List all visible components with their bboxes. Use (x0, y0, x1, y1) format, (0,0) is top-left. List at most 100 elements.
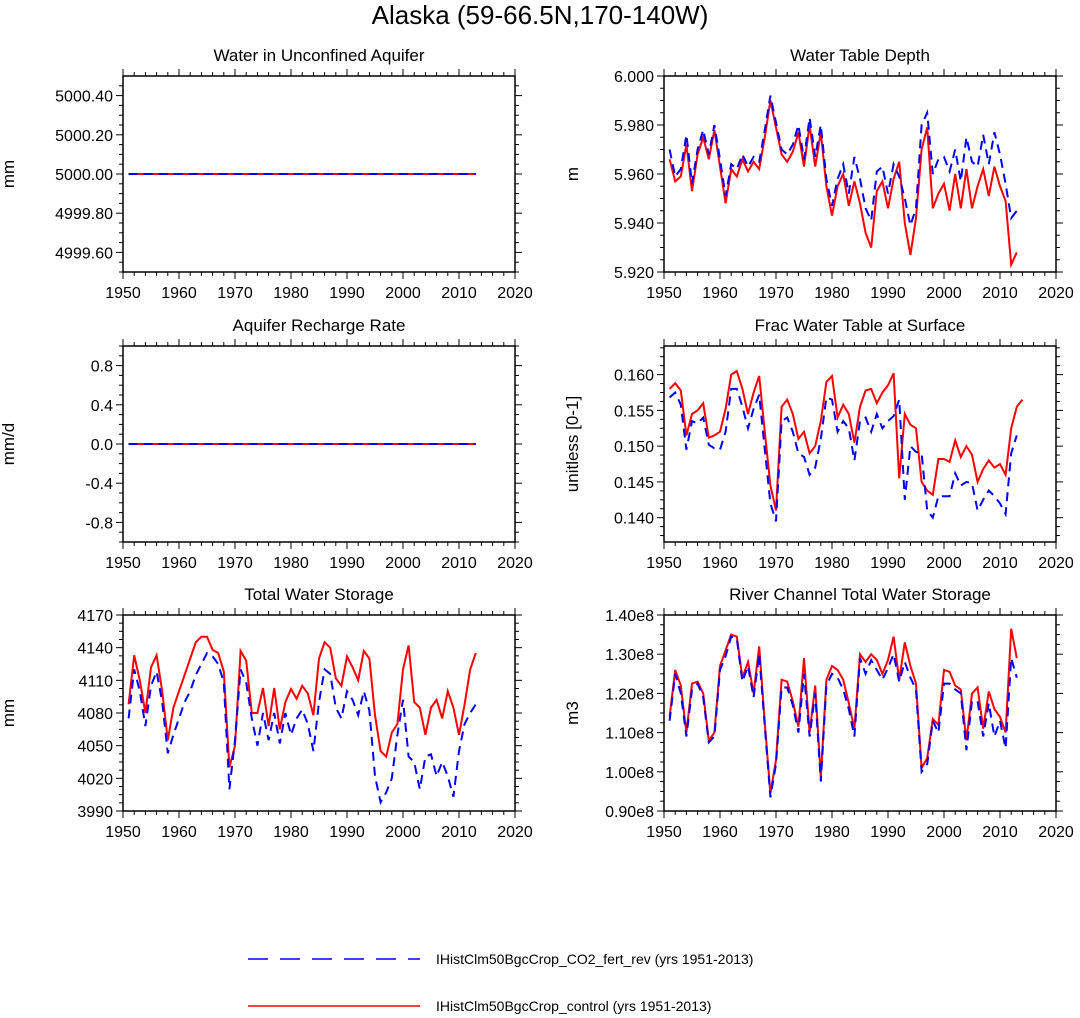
series-line-control-river-storage (668, 628, 1018, 794)
x-tick-label-total-water-storage: 2020 (497, 824, 533, 841)
x-tick-label-water-table-depth: 1970 (758, 285, 794, 302)
x-tick-label-river-storage: 1980 (814, 824, 850, 841)
y-tick-label-recharge-rate: -0.4 (85, 476, 113, 493)
series-line-co2-fert-rev-water-table-depth (668, 95, 1018, 230)
x-tick-label-total-water-storage: 2010 (441, 824, 477, 841)
x-tick-label-frac-water-table: 1980 (814, 555, 850, 572)
x-tick-label-total-water-storage: 2000 (385, 824, 421, 841)
panel-river-storage: River Channel Total Water Storage 1950 196… (563, 585, 1074, 841)
y-tick-label-recharge-rate: 0.0 (91, 437, 113, 454)
x-tick-label-water-table-depth: 1960 (702, 285, 738, 302)
series-line-co2-fert-rev-river-storage (668, 635, 1018, 798)
x-tick-label-water-table-depth: 2000 (926, 285, 962, 302)
y-tick-label-frac-water-table: 0.160 (614, 368, 654, 385)
y-axis-label-frac-water-table: unitless [0-1] (563, 396, 582, 492)
x-tick-label-total-water-storage: 1990 (329, 824, 365, 841)
series-line-co2-fert-rev-total-water-storage (127, 651, 477, 806)
x-tick-label-river-storage: 1970 (758, 824, 794, 841)
y-tick-label-total-water-storage: 3990 (77, 804, 113, 821)
x-tick-label-recharge-rate: 2010 (441, 555, 477, 572)
x-tick-label-water-table-depth: 2020 (1038, 285, 1074, 302)
x-tick-label-water-table-depth: 1950 (646, 285, 682, 302)
x-tick-label-aquifer-water: 2000 (385, 285, 421, 302)
x-tick-label-river-storage: 1950 (646, 824, 682, 841)
x-tick-label-recharge-rate: 2020 (497, 555, 533, 572)
x-tick-label-frac-water-table: 1950 (646, 555, 682, 572)
panel-title-frac-water-table: Frac Water Table at Surface (755, 316, 966, 335)
y-tick-label-aquifer-water: 4999.60 (55, 245, 113, 262)
y-tick-label-recharge-rate: -0.8 (85, 515, 113, 532)
x-tick-label-recharge-rate: 1960 (161, 555, 197, 572)
panel-title-aquifer-water: Water in Unconfined Aquifer (213, 46, 424, 65)
series-line-control-total-water-storage (127, 635, 477, 768)
x-tick-label-frac-water-table: 2010 (982, 555, 1018, 572)
x-tick-label-water-table-depth: 1980 (814, 285, 850, 302)
series-line-co2-fert-rev-frac-water-table (668, 387, 1018, 522)
x-tick-label-frac-water-table: 2020 (1038, 555, 1074, 572)
legend: IHistClm50BgcCrop_CO2_fert_rev (yrs 1951… (248, 951, 753, 1014)
panel-aquifer-water: Water in Unconfined Aquifer 1950 1960 1970 1… (0, 46, 533, 302)
x-tick-label-aquifer-water: 1970 (217, 285, 253, 302)
y-tick-label-aquifer-water: 5000.20 (55, 128, 113, 145)
y-tick-label-river-storage: 1.00e8 (605, 765, 654, 782)
y-tick-label-river-storage: 0.90e8 (605, 804, 654, 821)
panel-total-water-storage: Total Water Storage 1950 1960 1970 1980 1990 2… (0, 585, 533, 841)
x-tick-label-river-storage: 2020 (1038, 824, 1074, 841)
series-line-control-frac-water-table (668, 369, 1024, 511)
x-tick-label-frac-water-table: 2000 (926, 555, 962, 572)
x-tick-label-recharge-rate: 2000 (385, 555, 421, 572)
x-tick-label-river-storage: 2010 (982, 824, 1018, 841)
y-tick-label-total-water-storage: 4020 (77, 771, 113, 788)
y-tick-label-aquifer-water: 4999.80 (55, 206, 113, 223)
panel-title-river-storage: River Channel Total Water Storage (729, 585, 991, 604)
y-tick-label-water-table-depth: 5.960 (614, 167, 654, 184)
y-axis-label-recharge-rate: mm/d (0, 423, 18, 466)
y-tick-label-frac-water-table: 0.155 (614, 403, 654, 420)
x-tick-label-aquifer-water: 1990 (329, 285, 365, 302)
x-tick-label-total-water-storage: 1950 (105, 824, 141, 841)
y-tick-label-river-storage: 1.30e8 (605, 647, 654, 664)
x-tick-label-total-water-storage: 1980 (273, 824, 309, 841)
x-tick-label-aquifer-water: 1980 (273, 285, 309, 302)
legend-label-control: IHistClm50BgcCrop_control (yrs 1951-2013… (436, 998, 711, 1014)
y-tick-label-aquifer-water: 5000.40 (55, 89, 113, 106)
y-tick-label-total-water-storage: 4080 (77, 706, 113, 723)
x-tick-label-total-water-storage: 1970 (217, 824, 253, 841)
y-tick-label-recharge-rate: 0.4 (91, 398, 113, 415)
y-tick-label-total-water-storage: 4170 (77, 608, 113, 625)
y-tick-label-river-storage: 1.20e8 (605, 686, 654, 703)
y-tick-label-water-table-depth: 5.980 (614, 118, 654, 135)
y-tick-label-aquifer-water: 5000.00 (55, 167, 113, 184)
x-tick-label-recharge-rate: 1980 (273, 555, 309, 572)
x-tick-label-aquifer-water: 2020 (497, 285, 533, 302)
series-line-control-water-table-depth (668, 100, 1018, 269)
y-tick-label-recharge-rate: 0.8 (91, 359, 113, 376)
figure-title: Alaska (59-66.5N,170-140W) (372, 0, 709, 30)
y-tick-label-water-table-depth: 6.000 (614, 69, 654, 86)
x-tick-label-recharge-rate: 1950 (105, 555, 141, 572)
x-tick-label-frac-water-table: 1960 (702, 555, 738, 572)
y-axis-label-aquifer-water: mm (0, 160, 18, 188)
y-tick-label-river-storage: 1.40e8 (605, 608, 654, 625)
y-tick-label-frac-water-table: 0.145 (614, 475, 654, 492)
panel-water-table-depth: Water Table Depth 1950 1960 1970 1980 1990 200… (563, 46, 1074, 302)
x-tick-label-river-storage: 2000 (926, 824, 962, 841)
y-tick-label-total-water-storage: 4110 (79, 673, 114, 690)
y-tick-label-total-water-storage: 4050 (77, 739, 113, 756)
x-tick-label-aquifer-water: 1950 (105, 285, 141, 302)
panel-title-water-table-depth: Water Table Depth (790, 46, 930, 65)
x-tick-label-water-table-depth: 1990 (870, 285, 906, 302)
x-tick-label-total-water-storage: 1960 (161, 824, 197, 841)
x-tick-label-recharge-rate: 1970 (217, 555, 253, 572)
x-tick-label-frac-water-table: 1990 (870, 555, 906, 572)
y-axis-label-river-storage: m3 (563, 701, 582, 725)
y-tick-label-total-water-storage: 4140 (77, 641, 113, 658)
x-tick-label-recharge-rate: 1990 (329, 555, 365, 572)
x-tick-label-river-storage: 1990 (870, 824, 906, 841)
legend-label-co2-fert-rev: IHistClm50BgcCrop_CO2_fert_rev (yrs 1951… (436, 951, 753, 967)
y-tick-label-river-storage: 1.10e8 (605, 726, 654, 743)
panel-title-total-water-storage: Total Water Storage (244, 585, 394, 604)
panel-recharge-rate: Aquifer Recharge Rate 1950 1960 1970 1980 199… (0, 316, 533, 572)
x-tick-label-aquifer-water: 1960 (161, 285, 197, 302)
